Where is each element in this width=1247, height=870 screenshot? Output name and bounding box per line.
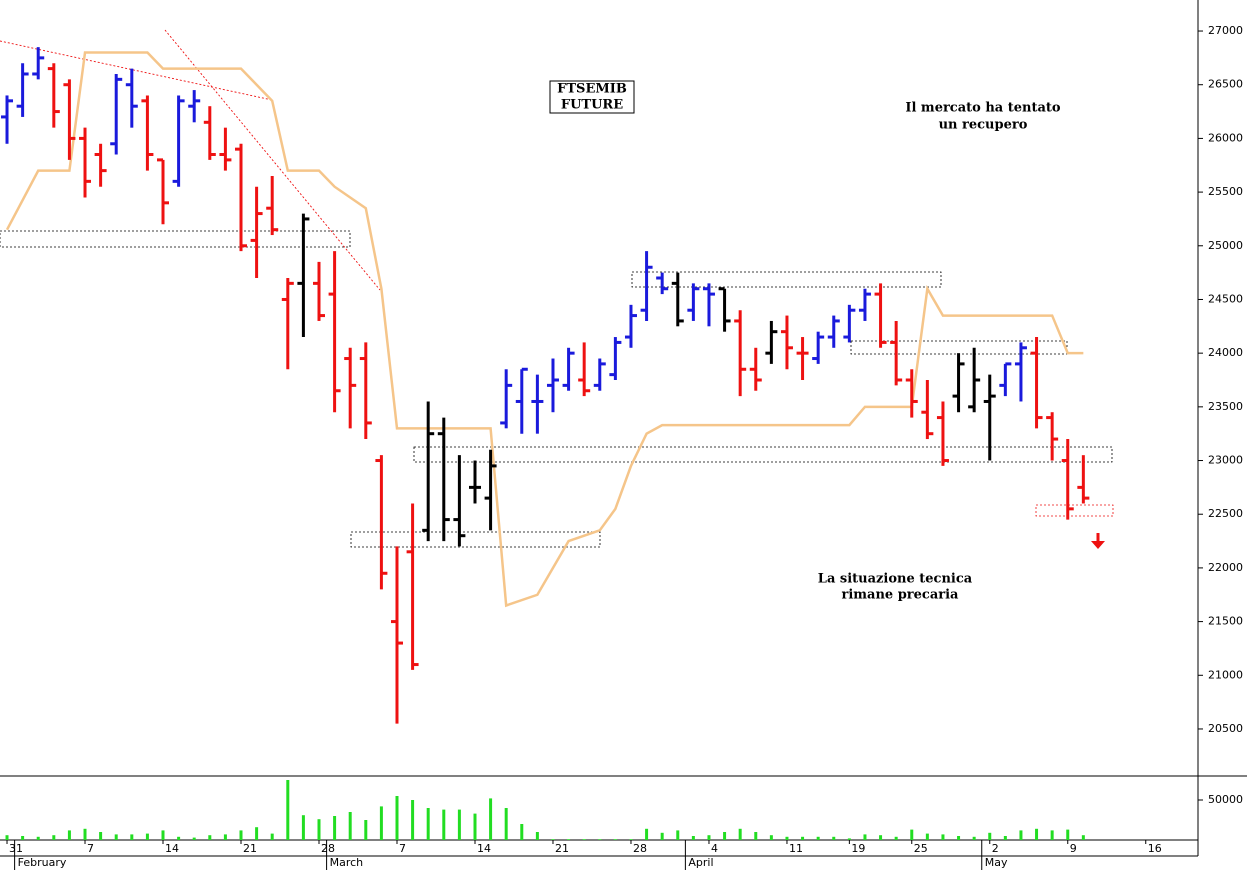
volume-tick-label: 50000 <box>1208 793 1243 806</box>
y-tick-label: 24000 <box>1208 346 1243 359</box>
y-tick-label: 25000 <box>1208 239 1243 252</box>
x-tick-label: 21 <box>243 842 257 855</box>
zone <box>631 271 942 288</box>
x-tick-label: 14 <box>165 842 179 855</box>
y-tick-label: 24500 <box>1208 292 1243 305</box>
x-tick-label: 11 <box>789 842 803 855</box>
trend-line <box>0 40 273 101</box>
month-label: March <box>330 856 364 869</box>
x-tick-label: 7 <box>399 842 406 855</box>
y-tick-label: 23500 <box>1208 400 1243 413</box>
annotation: La situazione tecnica <box>818 572 973 587</box>
x-tick-label: 14 <box>477 842 491 855</box>
annotation: un recupero <box>939 118 1028 133</box>
y-tick-label: 21500 <box>1208 615 1243 628</box>
x-tick-label: 4 <box>711 842 718 855</box>
x-tick-label: 9 <box>1070 842 1077 855</box>
y-tick-label: 23000 <box>1208 454 1243 467</box>
chart-title: FUTURE <box>561 98 623 113</box>
month-label: May <box>985 856 1008 869</box>
trend-line <box>164 29 381 291</box>
zones <box>0 230 1114 548</box>
y-tick-label: 22500 <box>1208 507 1243 520</box>
x-tick-label: 7 <box>87 842 94 855</box>
y-tick-label: 26500 <box>1208 78 1243 91</box>
y-tick-label: 20500 <box>1208 722 1243 735</box>
chart-title: FTSEMIB <box>557 82 627 97</box>
x-tick-label: 31 <box>9 842 23 855</box>
x-tick-label: 28 <box>633 842 647 855</box>
x-tick-label: 2 <box>992 842 999 855</box>
y-tick-label: 21000 <box>1208 668 1243 681</box>
title-box <box>549 80 635 114</box>
x-tick-label: 25 <box>914 842 928 855</box>
zone <box>350 531 601 548</box>
arrow-head <box>1091 541 1105 549</box>
signal-line <box>5 51 1084 608</box>
x-tick-label: 28 <box>321 842 335 855</box>
zone <box>1035 504 1114 517</box>
zone <box>0 230 351 248</box>
trend-lines <box>0 29 381 291</box>
y-tick-label: 25500 <box>1208 185 1243 198</box>
y-tick-label: 22000 <box>1208 561 1243 574</box>
annotation: Il mercato ha tentato <box>905 101 1061 116</box>
x-tick-label: 21 <box>555 842 569 855</box>
month-label: April <box>688 856 713 869</box>
down-arrow <box>1091 533 1105 549</box>
x-tick-label: 16 <box>1148 842 1162 855</box>
annotation: rimane precaria <box>842 588 960 603</box>
y-tick-label: 27000 <box>1208 24 1243 37</box>
y-tick-label: 26000 <box>1208 131 1243 144</box>
zone <box>413 446 1113 463</box>
month-label: February <box>18 856 67 869</box>
x-tick-label: 19 <box>851 842 865 855</box>
